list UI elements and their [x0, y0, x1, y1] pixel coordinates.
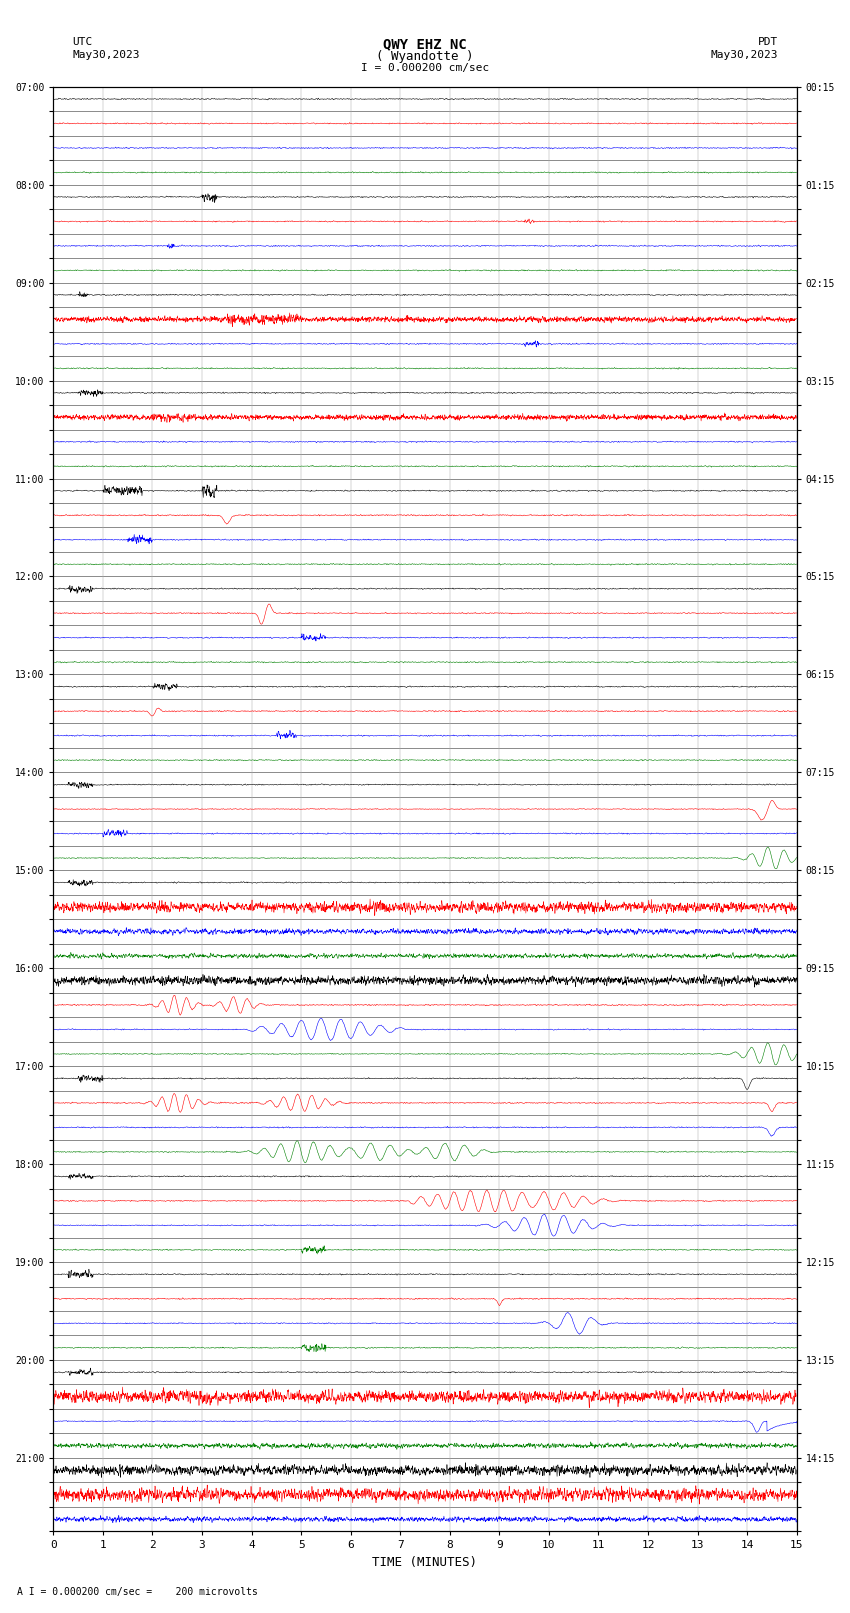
Text: May30,2023: May30,2023: [72, 50, 139, 60]
Text: I = 0.000200 cm/sec: I = 0.000200 cm/sec: [361, 63, 489, 73]
Text: PDT: PDT: [757, 37, 778, 47]
Text: May30,2023: May30,2023: [711, 50, 778, 60]
X-axis label: TIME (MINUTES): TIME (MINUTES): [372, 1557, 478, 1569]
Text: UTC: UTC: [72, 37, 93, 47]
Text: A I = 0.000200 cm/sec =    200 microvolts: A I = 0.000200 cm/sec = 200 microvolts: [17, 1587, 258, 1597]
Text: QWY EHZ NC: QWY EHZ NC: [383, 37, 467, 52]
Text: ( Wyandotte ): ( Wyandotte ): [377, 50, 473, 63]
